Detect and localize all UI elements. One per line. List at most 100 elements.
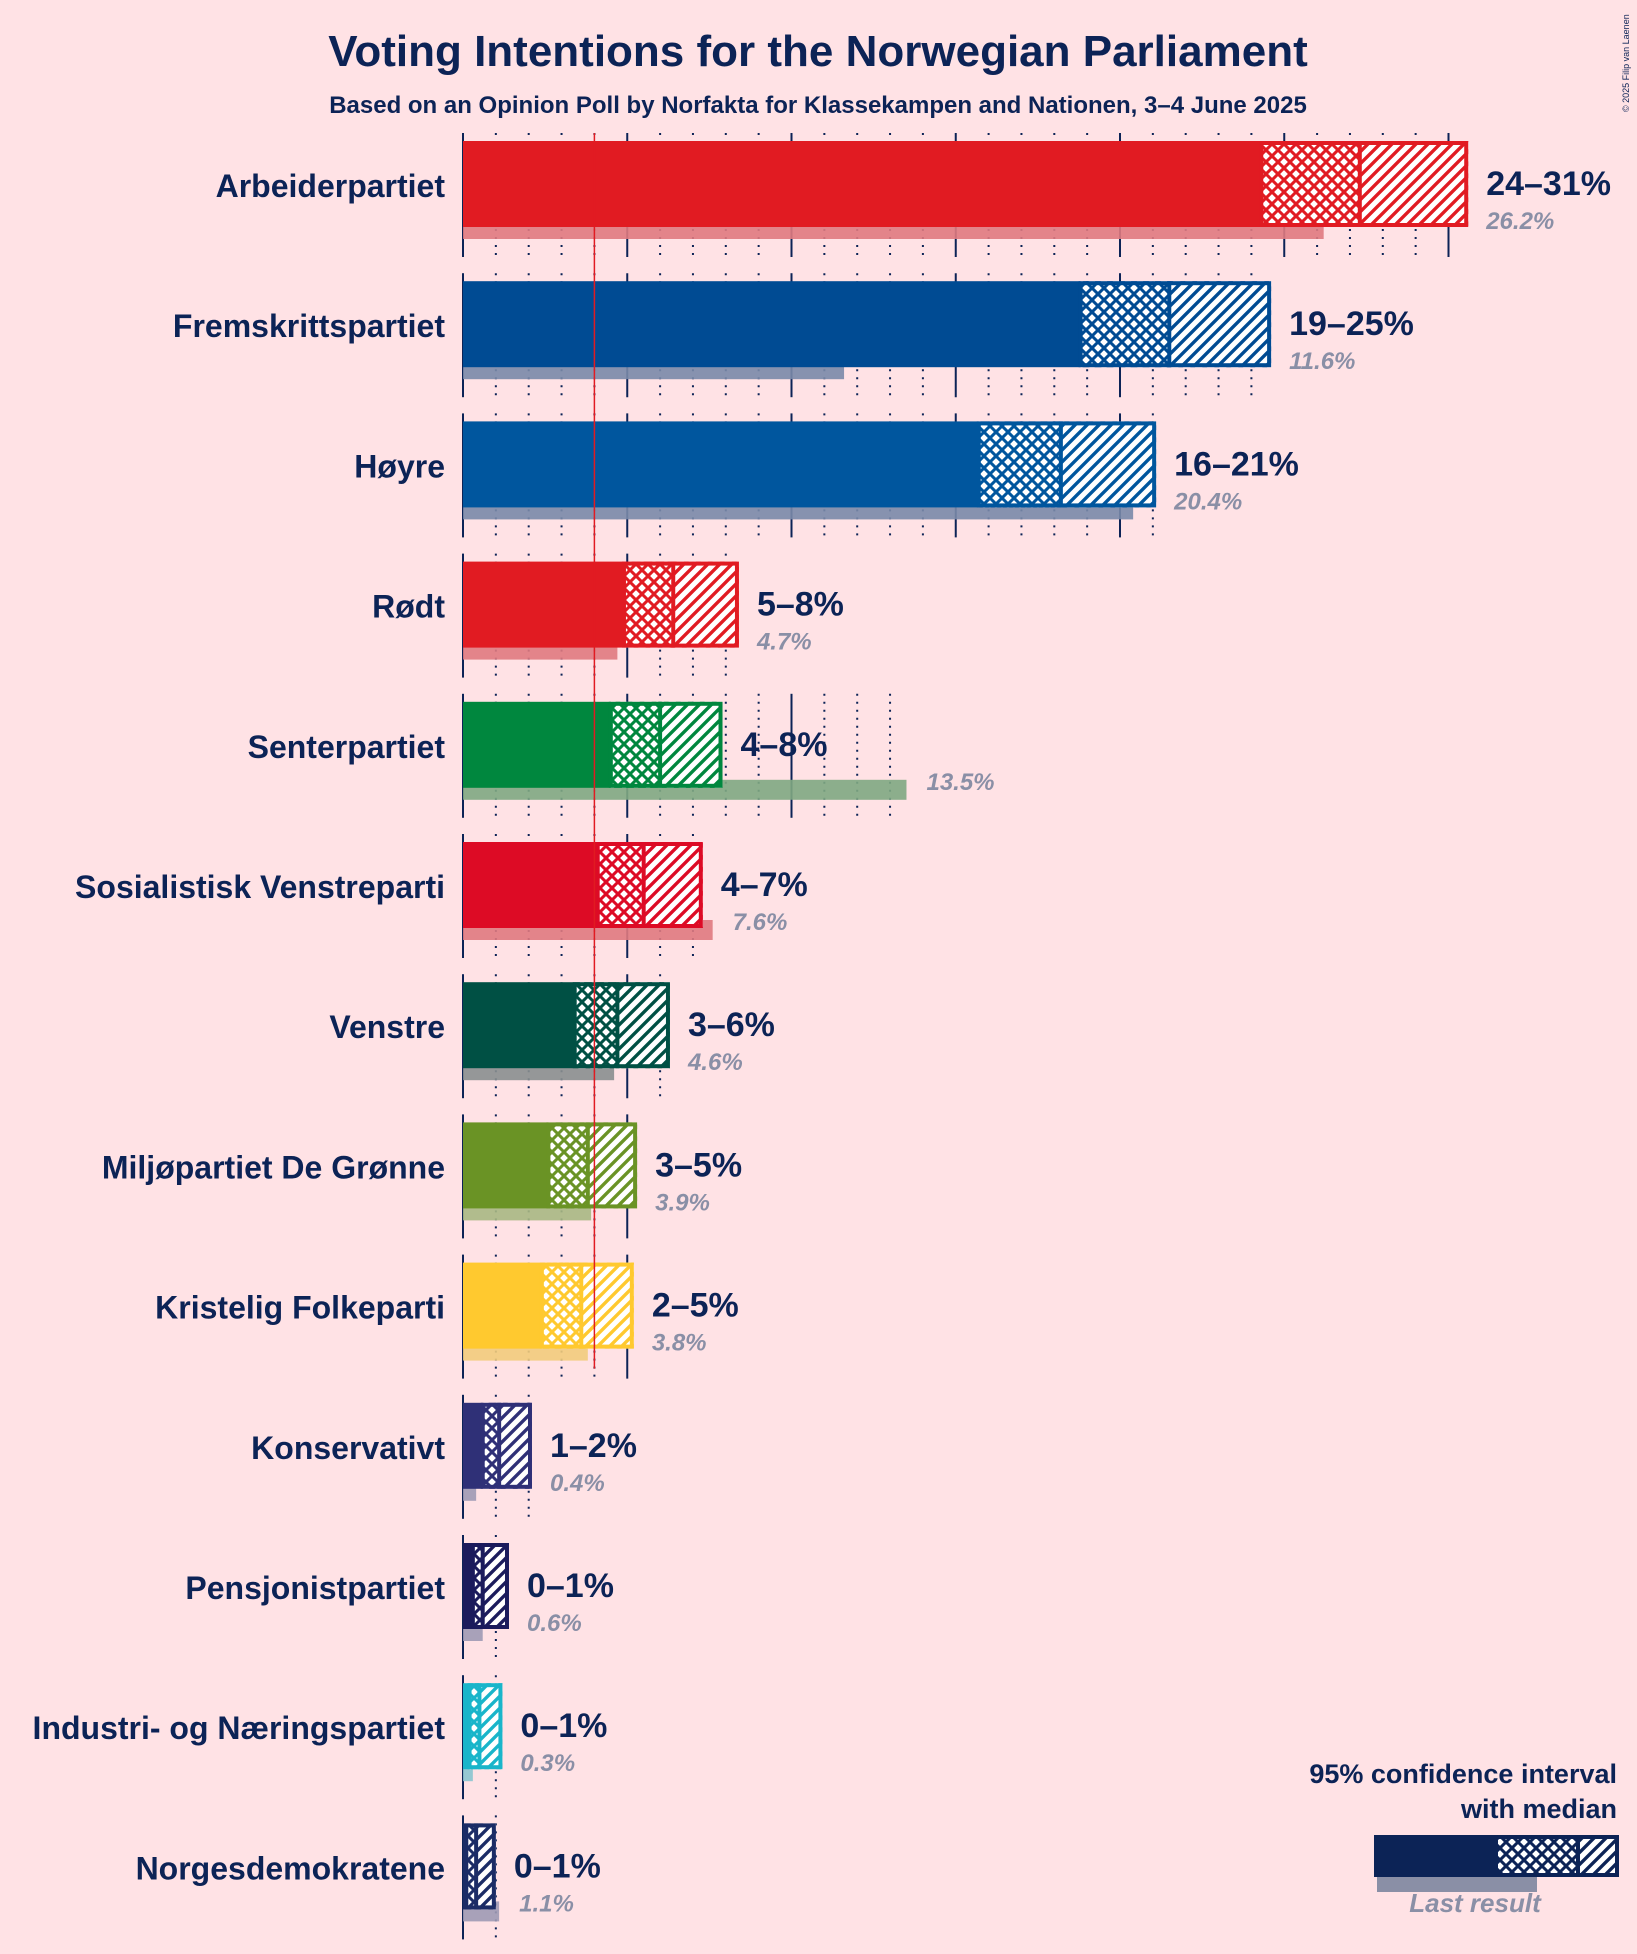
- bar-solid: [463, 701, 611, 788]
- bar-solid: [463, 421, 979, 508]
- bar-ci-upper: [673, 561, 739, 648]
- bar-ci-outline: [1078, 281, 1272, 368]
- row-rodt: Rødt 5–8% 4.7%: [372, 561, 844, 660]
- bar-solid: [463, 982, 575, 1069]
- chart-title: Voting Intentions for the Norwegian Parl…: [328, 27, 1308, 76]
- last-result-label: 3.9%: [655, 1189, 710, 1216]
- row-miljopartiet-de-gronne: Miljøpartiet De Grønne 3–5% 3.9%: [102, 1122, 742, 1221]
- row-konservativt: Konservativt 1–2% 0.4%: [251, 1402, 637, 1501]
- range-label: 19–25%: [1289, 305, 1414, 343]
- party-label: Miljøpartiet De Grønne: [102, 1149, 445, 1185]
- bar-ci-outline: [539, 1262, 634, 1349]
- bar-ci-outline: [595, 842, 703, 928]
- row-hoyre: Høyre 16–21% 20.4%: [354, 421, 1299, 520]
- last-result-label: 11.6%: [1289, 348, 1355, 375]
- bar-ci-lower: [1261, 141, 1360, 227]
- legend-solid-bar: [1374, 1835, 1496, 1877]
- last-result-label: 1.1%: [519, 1890, 574, 1917]
- bar-ci-lower: [482, 1402, 500, 1489]
- last-result-label: 26.2%: [1485, 208, 1554, 235]
- legend-title-line2: with median: [1460, 1794, 1617, 1824]
- legend: 95% confidence interval with median Last…: [1309, 1759, 1619, 1918]
- bar-solid: [463, 141, 1262, 227]
- bar-ci-outline: [464, 1823, 496, 1910]
- bar-ci-upper: [1060, 421, 1157, 508]
- bar-ci-lower: [574, 982, 618, 1069]
- bar-ci-lower: [548, 1122, 588, 1209]
- range-label: 24–31%: [1486, 165, 1611, 203]
- row-fremskrittspartiet: Fremskrittspartiet 19–25% 11.6%: [173, 281, 1414, 380]
- last-result-label: 0.3%: [520, 1750, 575, 1777]
- party-label: Rødt: [372, 589, 445, 625]
- party-label: Fremskrittspartiet: [173, 308, 445, 344]
- bar-ci-upper: [479, 1683, 503, 1770]
- last-result-label: 0.4%: [550, 1470, 605, 1497]
- bar-solid: [463, 1543, 473, 1629]
- row-venstre: Venstre 3–6% 4.6%: [329, 982, 775, 1081]
- party-label: Sosialistisk Venstreparti: [75, 869, 445, 905]
- row-sosialistisk-venstreparti: Sosialistisk Venstreparti 4–7% 7.6%: [75, 842, 808, 940]
- row-norgesdemokratene: Norgesdemokratene 0–1% 1.1%: [136, 1823, 601, 1922]
- bar-ci-lower: [623, 561, 674, 648]
- bar-ci-upper: [581, 1262, 634, 1349]
- party-label: Arbeiderpartiet: [216, 168, 446, 204]
- bar-ci-upper: [643, 842, 703, 928]
- legend-outline: [1494, 1835, 1619, 1877]
- bar-solid: [463, 1262, 542, 1349]
- bar-ci-upper: [482, 1543, 509, 1629]
- bar-ci-lower: [1080, 281, 1170, 368]
- legend-last-result-label: Last result: [1409, 1888, 1542, 1918]
- bar-ci-upper: [617, 982, 670, 1069]
- party-label: Industri- og Næringspartiet: [33, 1710, 446, 1746]
- last-result-label: 7.6%: [733, 909, 788, 936]
- party-label: Venstre: [329, 1009, 445, 1045]
- bar-solid: [463, 281, 1081, 368]
- bar-solid: [463, 1402, 483, 1489]
- legend-hatch-bar: [1578, 1835, 1619, 1877]
- bar-ci-lower: [978, 421, 1061, 508]
- range-label: 5–8%: [757, 586, 844, 624]
- bar-solid: [463, 561, 624, 648]
- bar-ci-upper: [660, 701, 723, 788]
- bar-ci-lower: [466, 1823, 477, 1910]
- range-label: 4–7%: [721, 866, 808, 904]
- range-label: 2–5%: [652, 1287, 739, 1325]
- party-label: Konservativt: [251, 1430, 445, 1466]
- bar-ci-lower: [597, 842, 644, 928]
- last-result-label: 20.4%: [1173, 488, 1242, 515]
- bar-ci-outline: [470, 1543, 509, 1629]
- party-label: Pensjonistpartiet: [185, 1570, 445, 1606]
- row-arbeiderpartiet: Arbeiderpartiet 24–31% 26.2%: [216, 141, 1611, 239]
- party-label: Kristelig Folkeparti: [155, 1290, 445, 1326]
- chart-subtitle: Based on an Opinion Poll by Norfakta for…: [329, 92, 1307, 119]
- legend-crosshatch-bar: [1496, 1835, 1578, 1877]
- range-label: 1–2%: [550, 1427, 637, 1465]
- bar-ci-outline: [480, 1402, 532, 1489]
- bar-ci-upper: [476, 1823, 496, 1910]
- bar-ci-outline: [546, 1122, 638, 1209]
- bar-ci-lower: [541, 1262, 582, 1349]
- range-label: 0–1%: [520, 1707, 607, 1745]
- bar-solid: [463, 842, 598, 928]
- bar-ci-outline: [608, 701, 723, 788]
- bar-solid: [463, 1683, 470, 1770]
- bars: Arbeiderpartiet 24–31% 26.2% Fremskrittspar…: [33, 141, 1611, 1922]
- last-result-label: 4.7%: [756, 629, 812, 656]
- row-industri-og-naeringspartiet: Industri- og Næringspartiet 0–1% 0.3%: [33, 1683, 607, 1782]
- last-result-bar: [463, 1761, 473, 1782]
- last-result-label: 13.5%: [926, 769, 994, 796]
- bar-ci-outline: [572, 982, 670, 1069]
- bar-ci-upper: [587, 1122, 638, 1209]
- copyright: © 2025 Filip van Laenen: [1621, 14, 1631, 112]
- range-label: 4–8%: [741, 726, 828, 764]
- range-label: 0–1%: [527, 1567, 614, 1605]
- bar-ci-lower: [610, 701, 661, 788]
- range-label: 16–21%: [1174, 445, 1299, 483]
- bar-ci-outline: [621, 561, 739, 648]
- last-result-label: 0.6%: [527, 1610, 582, 1637]
- bar-ci-outline: [976, 421, 1157, 508]
- row-kristelig-folkeparti: Kristelig Folkeparti 2–5% 3.8%: [155, 1262, 739, 1361]
- bar-solid: [463, 1122, 549, 1209]
- bar-ci-upper: [1169, 281, 1272, 368]
